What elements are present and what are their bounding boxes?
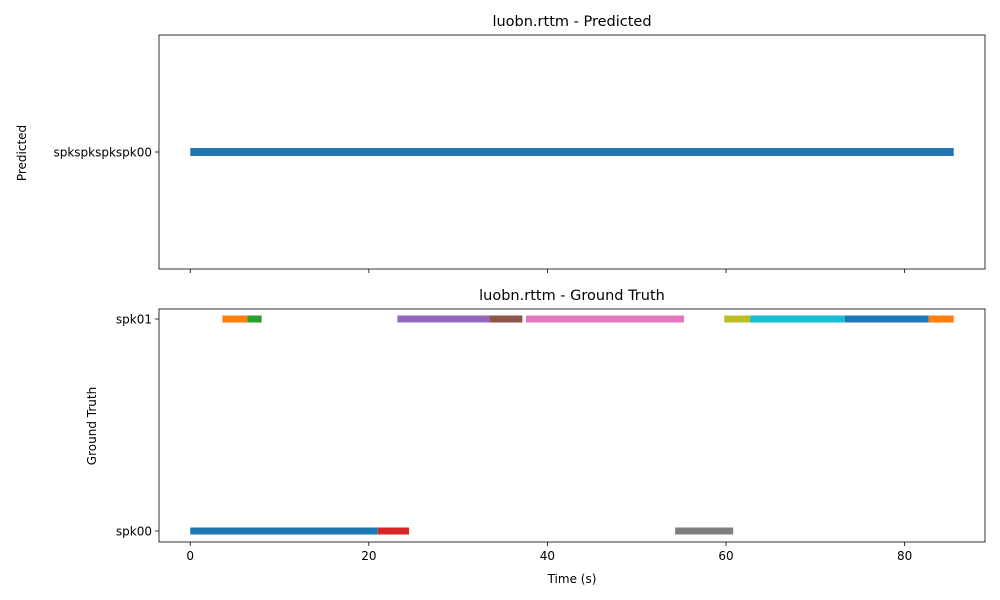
ground-truth-x-tick-label: 40 [540,549,555,563]
ground-truth-panel: luobn.rttm - Ground Truth Ground Truth T… [85,288,986,586]
ground-truth-segment-spk01 [750,315,845,323]
ground-truth-y-tick-label: spk01 [116,313,152,327]
predicted-segments [190,148,954,156]
ground-truth-x-tick-label: 20 [361,549,376,563]
predicted-y-ticks: spkspkspkspk00 [53,146,159,160]
ground-truth-segment-spk01 [928,315,954,323]
predicted-segment-spkspkspkspk00 [190,148,954,156]
ground-truth-segments [190,315,954,535]
chart-title-predicted: luobn.rttm - Predicted [492,14,651,30]
y-axis-label-predicted: Predicted [15,125,29,181]
ground-truth-segment-spk01 [526,315,685,323]
y-axis-label-ground-truth: Ground Truth [85,387,99,465]
ground-truth-x-ticks: 0 20 40 60 80 [186,542,912,563]
ground-truth-segment-spk00 [190,527,378,535]
chart-title-ground-truth: luobn.rttm - Ground Truth [479,288,665,304]
ground-truth-segment-spk01 [844,315,929,323]
predicted-x-ticks [189,269,906,273]
ground-truth-plot-frame [158,308,986,543]
ground-truth-x-tick-label: 60 [718,549,733,563]
ground-truth-segment-spk01 [489,315,523,323]
ground-truth-y-tick-label: spk00 [116,525,152,539]
ground-truth-y-ticks: spk00 spk01 [116,313,159,539]
ground-truth-x-tick-label: 0 [186,549,194,563]
predicted-plot-frame [158,34,986,270]
predicted-y-tick-label: spkspkspkspk00 [53,146,152,160]
ground-truth-segment-spk01 [247,315,262,323]
predicted-panel: luobn.rttm - Predicted Predicted spkspks… [15,14,986,273]
ground-truth-segment-spk00 [675,527,734,535]
ground-truth-segment-spk01 [397,315,490,323]
ground-truth-segment-spk00 [377,527,410,535]
x-axis-label: Time (s) [547,572,597,586]
ground-truth-segment-spk01 [724,315,751,323]
ground-truth-x-tick-label: 80 [897,549,912,563]
ground-truth-segment-spk01 [222,315,248,323]
